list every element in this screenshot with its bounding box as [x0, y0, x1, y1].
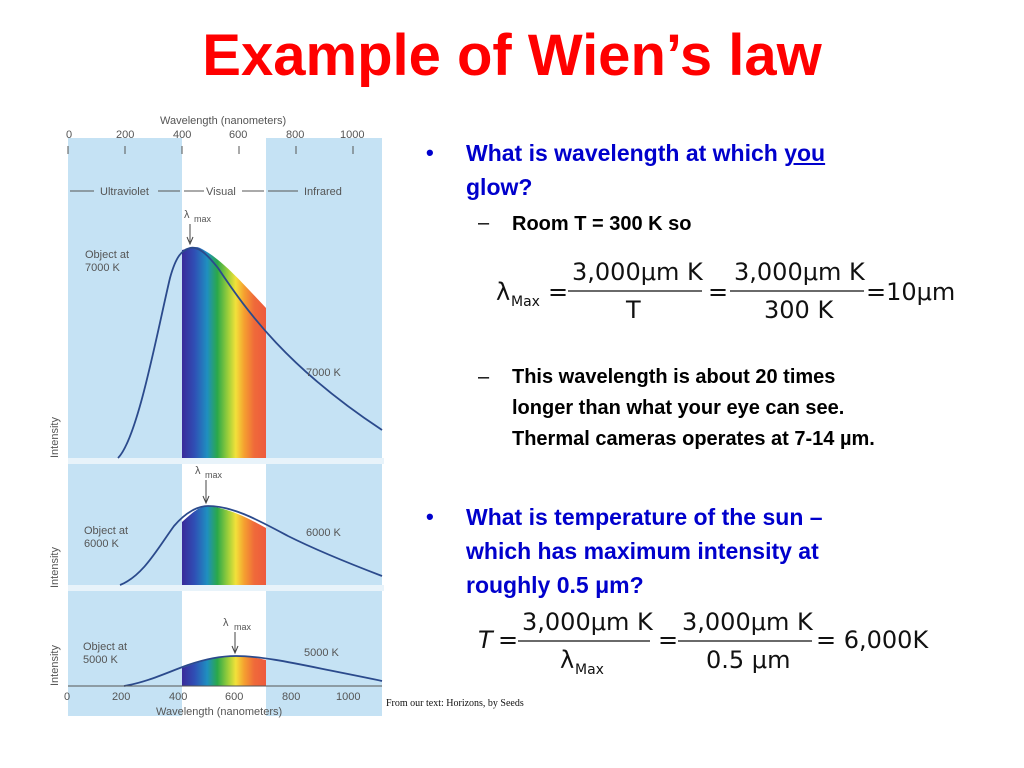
- eq1-numerator-2: 3,000μm K: [734, 258, 866, 286]
- bullet-marker-2: •: [426, 504, 434, 529]
- bullet-1-text-after: glow?: [466, 174, 533, 200]
- spectrum-fill-6000: [182, 506, 266, 585]
- eq2-numerator-1: 3,000μm K: [522, 608, 654, 636]
- eq1-result: =10μm: [866, 278, 955, 306]
- eq1-lambda-sub: Max: [511, 294, 540, 310]
- sub-bullet-marker-2: –: [478, 366, 490, 388]
- eq2-equals-2: =: [658, 626, 678, 654]
- sub-bullet-1-text: Room T = 300 K so: [512, 213, 692, 235]
- curve-7000k: [117, 246, 383, 459]
- intensity-label-1: Intensity: [49, 417, 61, 458]
- bottom-tick-1000: 1000: [336, 691, 360, 703]
- eq1-equals-2: =: [708, 278, 728, 306]
- eq1-denominator-1: T: [625, 296, 641, 324]
- bottom-tick-200: 200: [112, 691, 130, 703]
- top-tick-600: 600: [229, 129, 247, 141]
- slide-title: Example of Wien’s law: [202, 23, 822, 88]
- eq2-denominator-2: 0.5 μm: [706, 646, 790, 674]
- intensity-label-2: Intensity: [49, 547, 61, 588]
- spectrum-fill-5000: [182, 656, 266, 686]
- curve-label-6000: 6000 K: [306, 527, 342, 539]
- bullet-2-line1: What is temperature of the sun –: [466, 504, 823, 530]
- sub-bullet-2-line3: Thermal cameras operates at 7-14 µm.: [512, 428, 875, 450]
- eq1-lambda: λ: [496, 278, 510, 306]
- bottom-axis-label: Wavelength (nanometers): [156, 706, 282, 718]
- bottom-tick-600: 600: [225, 691, 243, 703]
- infrared-band: [266, 138, 382, 716]
- eq2-denominator-1-lambda: λ: [560, 646, 574, 674]
- top-tick-0: 0: [66, 129, 72, 141]
- top-tick-1000: 1000: [340, 129, 364, 141]
- equation-2: T = 3,000μm K λ Max = 3,000μm K 0.5 μm =…: [476, 604, 976, 689]
- ultraviolet-label: Ultraviolet: [100, 186, 149, 198]
- eq2-lhs: T: [478, 626, 495, 654]
- bullet-2-line3: roughly 0.5 μm?: [466, 572, 644, 598]
- bullet-2-line2: which has maximum intensity at: [466, 538, 819, 564]
- object-label-7000-line1: Object at: [85, 249, 129, 261]
- sub-bullet-marker-1: –: [478, 212, 490, 234]
- blackbody-figure: Wavelength (nanometers) 0 200 400 600 80…: [48, 108, 384, 722]
- curve-6000k: [119, 505, 383, 586]
- equation-2-svg: T = 3,000μm K λ Max = 3,000μm K 0.5 μm =…: [478, 608, 929, 678]
- top-tick-200: 200: [116, 129, 134, 141]
- lambda-max-symbol-3: λ: [223, 617, 229, 629]
- curve-5000k: [123, 655, 383, 687]
- eq1-denominator-2: 300 K: [764, 296, 834, 324]
- blackbody-diagram: Wavelength (nanometers) 0 200 400 600 80…: [49, 115, 384, 722]
- eq1-equals-1: =: [548, 278, 568, 306]
- intensity-label-3: Intensity: [49, 645, 61, 686]
- object-label-6000-line2: 6000 K: [84, 538, 120, 550]
- bullet-1-text-before: What is wavelength at which: [466, 140, 785, 166]
- sub-bullet-2-line2: longer than what your eye can see.: [512, 397, 845, 419]
- infrared-label: Infrared: [304, 186, 342, 198]
- object-label-5000-line1: Object at: [83, 641, 127, 653]
- bullet-1-text: What is wavelength at which you glow?: [466, 136, 946, 204]
- lambda-max-symbol-2: λ: [195, 465, 201, 477]
- sub-bullet-2-text: This wavelength is about 20 times longer…: [512, 362, 1012, 455]
- top-tick-400: 400: [173, 129, 191, 141]
- bottom-tick-800: 800: [282, 691, 300, 703]
- spectrum-fill-7000: [182, 247, 266, 458]
- curve-label-7000: 7000 K: [306, 367, 342, 379]
- object-label-7000-line2: 7000 K: [85, 262, 121, 274]
- lambda-max-symbol-1: λ: [184, 209, 190, 221]
- lambda-max-sub-2: max: [205, 470, 223, 480]
- object-label-5000-line2: 5000 K: [83, 654, 119, 666]
- bullet-marker-1: •: [426, 140, 434, 165]
- top-tick-800: 800: [286, 129, 304, 141]
- equation-1: λ Max = 3,000μm K T = 3,000μm K 300 K =1…: [494, 254, 994, 333]
- bottom-tick-0: 0: [64, 691, 70, 703]
- lambda-max-sub-1: max: [194, 214, 212, 224]
- curve-label-5000: 5000 K: [304, 647, 340, 659]
- lambda-max-sub-3: max: [234, 622, 252, 632]
- sub-bullet-2-line1: This wavelength is about 20 times: [512, 366, 836, 388]
- equation-1-svg: λ Max = 3,000μm K T = 3,000μm K 300 K =1…: [496, 258, 955, 324]
- bullet-1-text-underlined: you: [784, 140, 826, 166]
- source-caption: From our text: Horizons, by Seeds: [386, 698, 524, 709]
- eq2-equals-1: =: [498, 626, 518, 654]
- eq2-result: = 6,000K: [816, 626, 929, 654]
- eq1-numerator-1: 3,000μm K: [572, 258, 704, 286]
- visual-label: Visual: [206, 186, 236, 198]
- ultraviolet-band: [68, 138, 182, 716]
- eq2-denominator-1-sub: Max: [575, 662, 604, 678]
- top-axis-label: Wavelength (nanometers): [160, 115, 286, 127]
- eq2-numerator-2: 3,000μm K: [682, 608, 814, 636]
- object-label-6000-line1: Object at: [84, 525, 128, 537]
- bullet-2-text: What is temperature of the sun – which h…: [466, 500, 966, 602]
- bottom-tick-400: 400: [169, 691, 187, 703]
